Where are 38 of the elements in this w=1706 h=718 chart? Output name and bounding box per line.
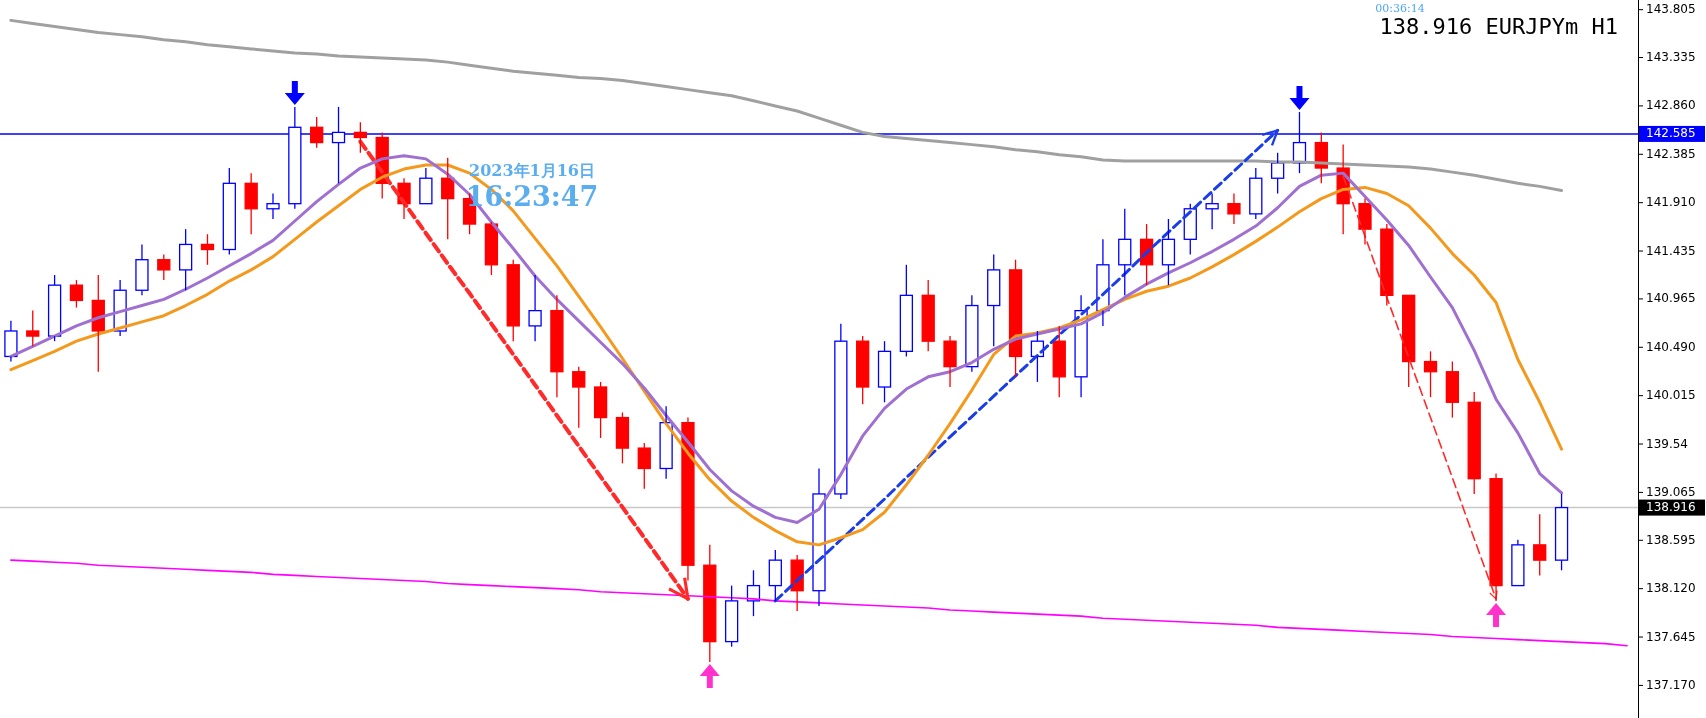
y-tick-label: 140.490	[1646, 339, 1696, 354]
y-tick-label: 142.860	[1646, 98, 1696, 113]
y-tick-label: 138.595	[1646, 532, 1696, 547]
candlestick	[1205, 192, 1219, 230]
candlestick	[1161, 218, 1176, 286]
y-tick-label: 141.435	[1646, 243, 1696, 258]
y-tick-label: 140.965	[1646, 291, 1696, 306]
y-tick-label: 138.120	[1646, 581, 1696, 596]
candlestick	[1227, 192, 1241, 225]
ref-line-label: 138.916	[1646, 500, 1696, 515]
candlestick	[1118, 208, 1132, 296]
y-tick-label: 143.805	[1646, 2, 1696, 17]
y-tick-label: 141.910	[1646, 195, 1696, 210]
y-tick-label: 139.065	[1646, 484, 1696, 499]
candlestick	[1358, 197, 1372, 246]
candlestick	[681, 416, 695, 582]
candlestick	[943, 335, 957, 388]
y-tick-label: 140.015	[1646, 388, 1696, 403]
candlestick	[1489, 472, 1503, 602]
candlestick	[965, 294, 979, 373]
candlestick	[135, 243, 149, 296]
text: 138.916 EURJPYm H1	[1379, 14, 1618, 39]
candlestick	[528, 274, 542, 342]
y-tick-label: 143.335	[1646, 50, 1696, 65]
line-series	[10, 559, 1628, 647]
y-tick-label: 142.385	[1646, 146, 1696, 161]
candlestick	[441, 157, 455, 240]
ref-line-label: 142.585	[1646, 126, 1696, 141]
candlestick	[659, 405, 673, 480]
candlestick	[550, 294, 564, 398]
annotation: 2023年1月16日	[469, 161, 595, 180]
annotation: 00:36:14	[1375, 2, 1425, 15]
candlestick	[4, 320, 18, 363]
candlestick	[703, 544, 717, 663]
candlestick	[266, 192, 280, 220]
y-tick-label: 139.54	[1646, 436, 1688, 451]
y-tick-label: 137.170	[1646, 677, 1696, 692]
y-tick-label: 137.645	[1646, 629, 1696, 644]
